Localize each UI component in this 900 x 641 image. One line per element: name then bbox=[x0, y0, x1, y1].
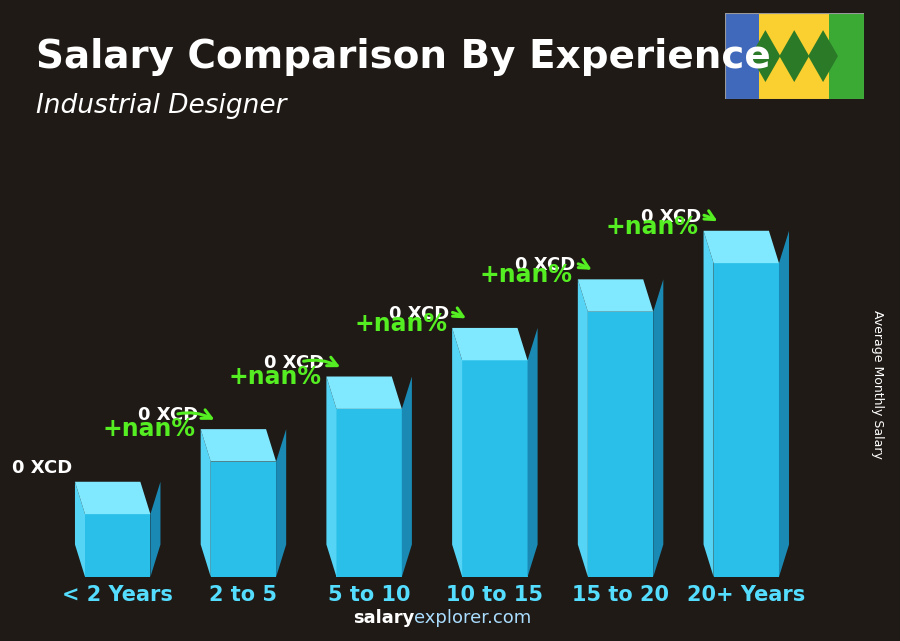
Polygon shape bbox=[327, 376, 401, 409]
Polygon shape bbox=[578, 279, 588, 577]
Text: +nan%: +nan% bbox=[606, 211, 715, 239]
Text: 0 XCD: 0 XCD bbox=[264, 354, 324, 372]
Text: explorer.com: explorer.com bbox=[414, 609, 531, 627]
Text: 0 XCD: 0 XCD bbox=[390, 305, 450, 323]
Text: 0 XCD: 0 XCD bbox=[515, 256, 575, 274]
Polygon shape bbox=[704, 231, 714, 577]
FancyBboxPatch shape bbox=[588, 312, 653, 577]
Polygon shape bbox=[578, 279, 653, 312]
Polygon shape bbox=[779, 231, 789, 577]
Polygon shape bbox=[751, 30, 780, 82]
Bar bbox=[760, 13, 829, 99]
Text: 0 XCD: 0 XCD bbox=[641, 208, 701, 226]
Polygon shape bbox=[808, 30, 838, 82]
Polygon shape bbox=[75, 482, 85, 577]
Polygon shape bbox=[401, 376, 412, 577]
FancyBboxPatch shape bbox=[337, 409, 401, 577]
Text: +nan%: +nan% bbox=[354, 308, 464, 336]
Polygon shape bbox=[704, 231, 779, 263]
Polygon shape bbox=[75, 482, 150, 514]
Text: Average Monthly Salary: Average Monthly Salary bbox=[871, 310, 884, 459]
Polygon shape bbox=[201, 429, 276, 462]
Bar bbox=[829, 13, 864, 99]
FancyBboxPatch shape bbox=[85, 514, 150, 577]
Polygon shape bbox=[527, 328, 537, 577]
FancyBboxPatch shape bbox=[463, 360, 527, 577]
Text: +nan%: +nan% bbox=[480, 260, 589, 287]
Polygon shape bbox=[452, 328, 527, 360]
Text: 0 XCD: 0 XCD bbox=[138, 406, 198, 424]
Text: +nan%: +nan% bbox=[103, 410, 212, 441]
Text: Salary Comparison By Experience: Salary Comparison By Experience bbox=[36, 38, 770, 76]
Text: 0 XCD: 0 XCD bbox=[13, 459, 73, 477]
Text: +nan%: +nan% bbox=[229, 357, 338, 388]
Text: Industrial Designer: Industrial Designer bbox=[36, 93, 286, 119]
Polygon shape bbox=[653, 279, 663, 577]
Text: salary: salary bbox=[353, 609, 414, 627]
FancyBboxPatch shape bbox=[714, 263, 779, 577]
FancyBboxPatch shape bbox=[211, 462, 276, 577]
Polygon shape bbox=[452, 328, 463, 577]
Polygon shape bbox=[327, 376, 337, 577]
Polygon shape bbox=[276, 429, 286, 577]
Bar bbox=[724, 13, 760, 99]
Polygon shape bbox=[150, 482, 160, 577]
Polygon shape bbox=[201, 429, 211, 577]
Polygon shape bbox=[779, 30, 809, 82]
